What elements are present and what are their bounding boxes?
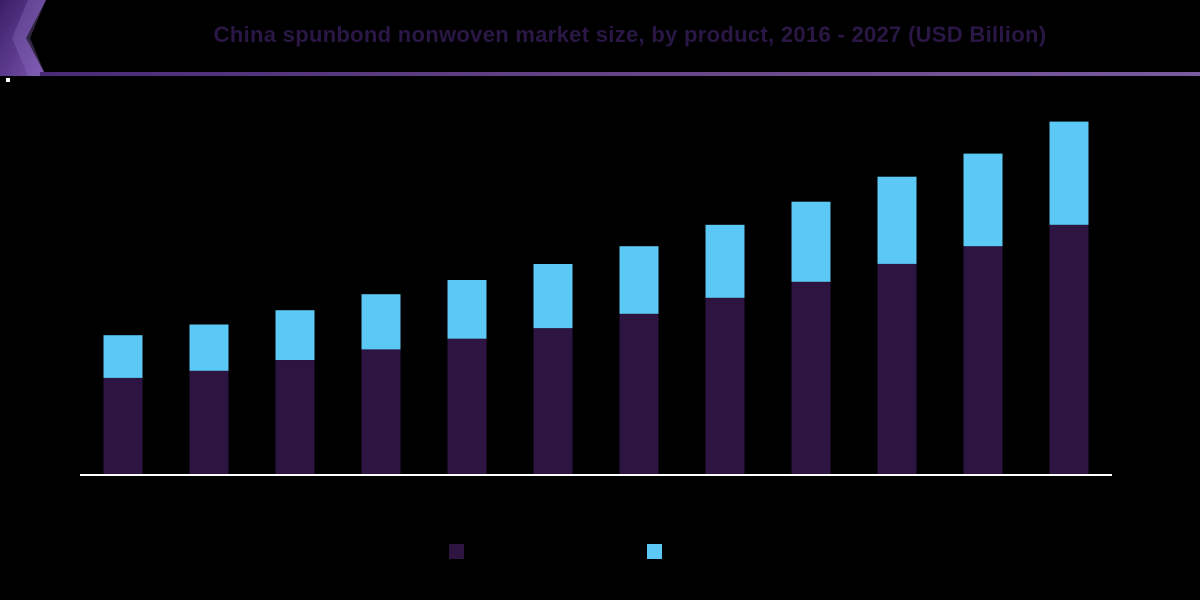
bar-segment-light-2 [189,324,229,371]
bar-segment-dark-10 [877,264,917,474]
bar-segment-dark-9 [791,281,831,474]
bar-segment-dark-5 [447,338,487,474]
bar-segment-dark-2 [189,370,229,474]
bar-segment-dark-6 [533,328,573,474]
bar-segment-light-5 [447,280,487,339]
bar-segment-light-7 [619,246,659,314]
bar-segment-light-9 [791,201,831,282]
header-accent-shape [0,0,46,76]
bar-segment-dark-1 [103,377,143,474]
bar-segment-light-12 [1049,121,1089,225]
title-divider [40,72,1200,76]
bar-segment-light-10 [877,176,917,264]
chart-header: China spunbond nonwoven market size, by … [0,0,1200,78]
bar-segment-light-8 [705,224,745,298]
bar-segment-light-6 [533,264,573,329]
bar-segment-light-11 [963,153,1003,247]
bar-segment-light-1 [103,335,143,378]
chart-title: China spunbond nonwoven market size, by … [213,22,1047,47]
chart-legend [0,544,1200,564]
bar-segment-light-3 [275,310,315,360]
bar-segment-dark-11 [963,246,1003,474]
legend-swatch-light [647,544,662,559]
bar-segment-dark-3 [275,360,315,474]
legend-item-dark [449,544,472,559]
bar-segment-dark-7 [619,313,659,474]
bar-segment-dark-4 [361,349,401,474]
corner-mark [6,78,10,82]
bar-segment-light-4 [361,294,401,350]
bar-segment-dark-8 [705,297,745,474]
bar-segment-dark-12 [1049,224,1089,474]
legend-item-light [647,544,670,559]
legend-swatch-dark [449,544,464,559]
